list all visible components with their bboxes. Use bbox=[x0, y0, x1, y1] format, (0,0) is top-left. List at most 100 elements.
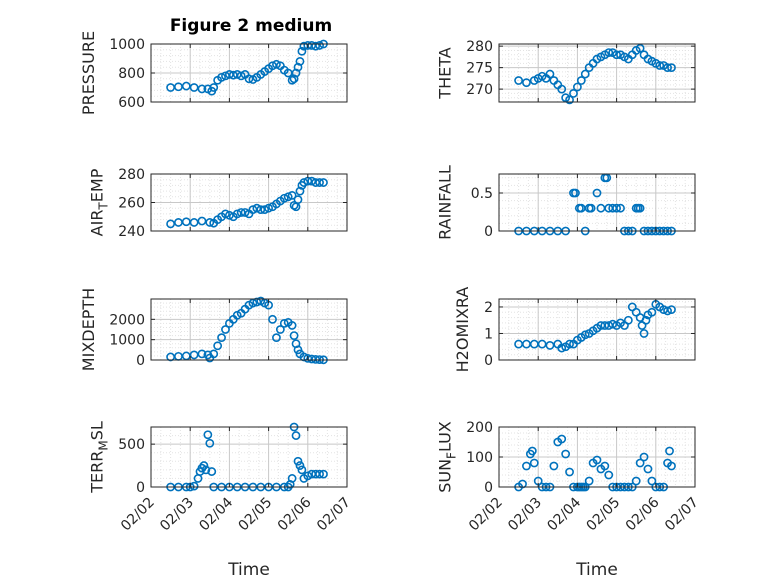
data-point bbox=[264, 203, 273, 213]
y-tick-label: 2 bbox=[484, 300, 493, 316]
data-point bbox=[289, 74, 299, 84]
data-point bbox=[608, 319, 618, 329]
y-axis-label-main: PRESSURE bbox=[79, 31, 98, 115]
data-point bbox=[315, 178, 324, 187]
data-point bbox=[565, 95, 574, 105]
data-point bbox=[244, 74, 254, 84]
data-point bbox=[549, 461, 559, 471]
data-point bbox=[189, 83, 199, 92]
data-point bbox=[293, 62, 303, 72]
data-point bbox=[291, 68, 301, 78]
x-axis-label: Time bbox=[575, 560, 618, 580]
data-point bbox=[600, 321, 610, 330]
data-point bbox=[189, 218, 199, 227]
chart-panel-top-right: 270 275 280 THETA bbox=[436, 39, 696, 105]
data-point bbox=[635, 43, 645, 53]
data-point bbox=[557, 84, 567, 94]
data-point bbox=[655, 61, 665, 70]
axes-box bbox=[150, 426, 348, 488]
data-point bbox=[319, 469, 328, 479]
data-point bbox=[565, 339, 574, 349]
y-axis-label-rest: LUX bbox=[436, 421, 455, 452]
data-point bbox=[311, 41, 321, 51]
data-point bbox=[557, 434, 567, 444]
axes-box bbox=[498, 43, 696, 103]
data-point bbox=[252, 203, 262, 213]
data-point bbox=[205, 218, 215, 227]
data-point bbox=[205, 438, 215, 448]
data-point bbox=[293, 195, 303, 205]
y-tick-label: 0 bbox=[136, 353, 145, 369]
y-tick-label: 275 bbox=[466, 61, 493, 77]
y-axis-label: RAINFALL bbox=[436, 165, 455, 240]
data-point bbox=[639, 329, 649, 338]
data-point bbox=[240, 208, 250, 217]
data-point bbox=[600, 461, 610, 471]
data-point bbox=[527, 446, 537, 456]
data-point bbox=[573, 82, 582, 92]
data-point bbox=[665, 446, 674, 456]
data-point bbox=[291, 431, 301, 440]
data-point bbox=[565, 467, 574, 477]
data-point bbox=[287, 75, 297, 85]
data-point bbox=[166, 219, 175, 229]
y-tick-label: 800 bbox=[118, 66, 145, 82]
data-point bbox=[571, 188, 580, 198]
data-point bbox=[209, 349, 219, 359]
data-point bbox=[197, 349, 207, 359]
chart-panel-row3-left: 0 1000 2000 MIXDEPTH bbox=[79, 288, 348, 371]
y-tick-label: 2000 bbox=[109, 312, 145, 328]
data-point bbox=[287, 474, 297, 483]
y-tick-label: 600 bbox=[118, 95, 145, 111]
data-point bbox=[580, 330, 590, 340]
y-axis-label-main: THETA bbox=[436, 47, 455, 99]
data-point bbox=[667, 461, 676, 471]
y-axis-label-main: MIXDEPTH bbox=[79, 288, 98, 371]
y-tick-label: 200 bbox=[466, 420, 493, 436]
data-point bbox=[260, 205, 270, 215]
data-point bbox=[272, 333, 281, 343]
data-point bbox=[297, 465, 307, 475]
data-point bbox=[203, 430, 213, 440]
data-point bbox=[295, 461, 305, 470]
data-point bbox=[586, 203, 596, 213]
data-point bbox=[545, 69, 555, 79]
data-point bbox=[592, 455, 602, 465]
data-point bbox=[307, 176, 317, 186]
data-point bbox=[592, 188, 602, 198]
axes-box bbox=[498, 298, 696, 361]
y-axis-label: SUNFLUX bbox=[436, 421, 459, 493]
y-tick-label: 280 bbox=[118, 167, 145, 183]
data-point bbox=[299, 178, 309, 187]
y-axis-label-rest: SL bbox=[88, 421, 107, 440]
data-point bbox=[232, 209, 242, 219]
y-tick-label: 0 bbox=[136, 480, 145, 496]
data-point bbox=[584, 476, 594, 486]
data-point bbox=[287, 190, 297, 200]
data-point bbox=[181, 81, 191, 91]
chart-panel-top-left: 600 800 1000 PRESSURE bbox=[79, 31, 348, 115]
data-point bbox=[256, 205, 266, 215]
data-point bbox=[293, 456, 303, 466]
data-point bbox=[643, 464, 653, 474]
data-point bbox=[236, 71, 246, 81]
y-axis-label-main: TERR bbox=[88, 451, 107, 494]
data-point bbox=[667, 305, 676, 315]
y-tick-label: 270 bbox=[466, 82, 493, 98]
data-point bbox=[580, 69, 590, 79]
chart-panel-row3-right: 0 1 2 H2OMIXRA bbox=[453, 287, 696, 373]
y-axis-label-main: H2OMIXRA bbox=[453, 287, 472, 373]
y-tick-label: 1000 bbox=[109, 333, 145, 349]
data-point bbox=[522, 461, 531, 471]
y-tick-label: 240 bbox=[118, 224, 145, 240]
y-axis-label: TERRMSL bbox=[88, 421, 111, 494]
y-tick-label: 1000 bbox=[109, 37, 145, 53]
data-point bbox=[612, 203, 621, 213]
data-point bbox=[529, 458, 539, 468]
data-point bbox=[319, 178, 328, 187]
data-point bbox=[287, 321, 297, 330]
data-point bbox=[221, 325, 230, 334]
y-axis-label-main: AIR bbox=[88, 210, 107, 237]
y-tick-label: 260 bbox=[118, 196, 145, 212]
data-point bbox=[641, 315, 651, 325]
